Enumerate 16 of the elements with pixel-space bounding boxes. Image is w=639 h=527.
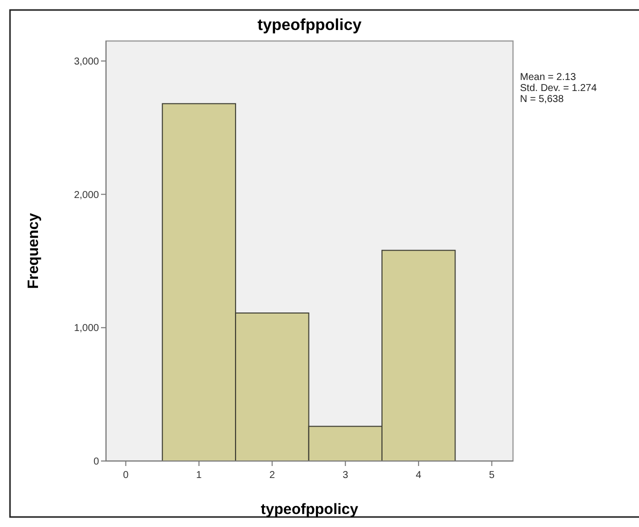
- text: Mean = 2.13: [520, 72, 576, 83]
- x-tick-label: 0: [122, 470, 129, 481]
- x-axis-title: typeofppolicy: [260, 501, 359, 518]
- text: Std. Dev. = 1.274: [520, 83, 598, 94]
- chart-title: typeofppolicy: [257, 17, 362, 34]
- x-tick-label: 3: [342, 470, 349, 481]
- y-tick-label: 2,000: [74, 190, 100, 201]
- y-tick-label: 3,000: [74, 56, 100, 68]
- y-tick-label: 1,000: [74, 323, 100, 334]
- text: N = 5,638: [520, 94, 564, 105]
- y-axis-title: Frequency: [25, 212, 42, 289]
- x-tick-label: 5: [488, 470, 495, 481]
- y-tick-label: 0: [93, 456, 100, 468]
- x-tick-label: 1: [196, 470, 202, 481]
- x-tick-label: 4: [416, 470, 422, 481]
- x-tick-label: 2: [269, 470, 276, 481]
